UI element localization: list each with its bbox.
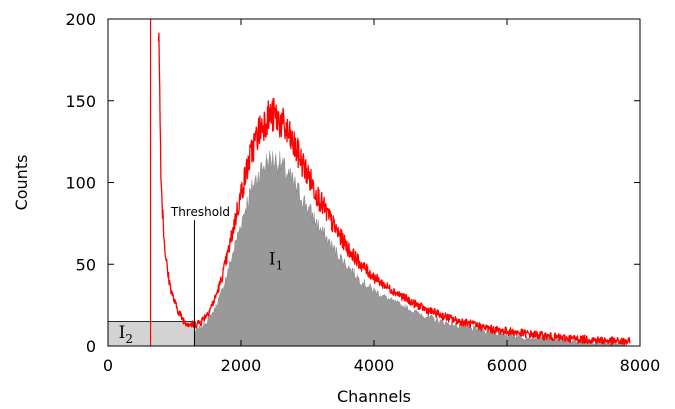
integrated-region-i1 (194, 150, 628, 347)
y-tick-label: 100 (65, 174, 96, 193)
region-i1-fill (194, 150, 628, 347)
y-tick-label: 50 (76, 255, 96, 274)
x-tick-label: 2000 (221, 356, 262, 375)
region-label-i2-subscript: 2 (125, 332, 133, 346)
x-tick-label: 0 (103, 356, 113, 375)
region-i2-fill (107, 321, 195, 347)
spectrum-line (157, 32, 631, 346)
y-axis: 0 50 100 150 200 (65, 10, 640, 356)
x-axis: 0 2000 4000 6000 8000 (103, 19, 660, 375)
x-tick-label: 4000 (354, 356, 395, 375)
y-tick-label: 0 (86, 337, 96, 356)
region-label-i1-main: I (269, 249, 276, 269)
region-label-i1-subscript: 1 (276, 258, 284, 272)
x-tick-label: 6000 (487, 356, 528, 375)
measured-spectrum (149, 19, 631, 346)
y-tick-label: 200 (65, 10, 96, 29)
x-tick-label: 8000 (620, 356, 661, 375)
region-label-i1: I1 (269, 249, 283, 272)
y-axis-title: Counts (12, 155, 31, 211)
region-label-i2-main: I (119, 323, 126, 343)
y-tick-label: 150 (65, 92, 96, 111)
x-axis-title: Channels (337, 387, 411, 406)
below-threshold-region-i2 (107, 321, 195, 347)
region-label-i2: I2 (119, 323, 133, 346)
threshold-label: Threshold (170, 205, 230, 219)
